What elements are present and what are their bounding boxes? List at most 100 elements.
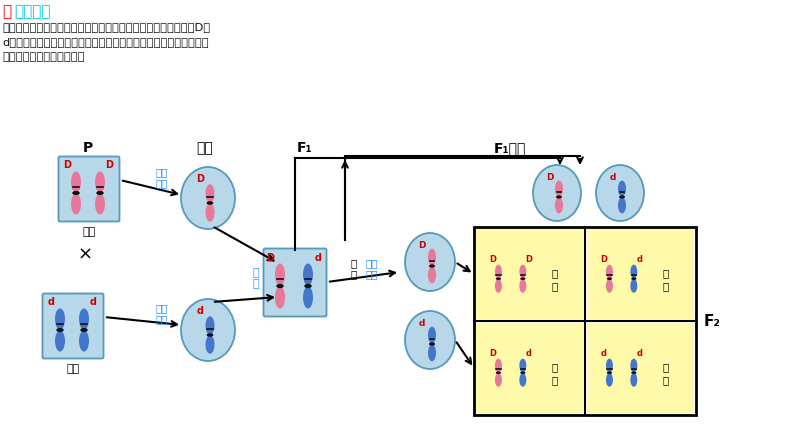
Ellipse shape [275,263,285,286]
Ellipse shape [72,191,79,195]
Text: 矮: 矮 [663,362,669,372]
Text: D: D [526,255,532,264]
Text: 精: 精 [252,279,260,289]
Ellipse shape [71,171,81,193]
Text: d表示），解释孟德尔一对相对性状的杂交实验（图中染色体上的黑: d表示），解释孟德尔一对相对性状的杂交实验（图中染色体上的黑 [2,37,209,47]
Text: D: D [489,255,496,264]
Ellipse shape [495,358,502,372]
Bar [474,227,696,415]
Ellipse shape [275,287,285,308]
Text: d: d [600,349,607,358]
Ellipse shape [79,308,89,329]
Text: 减数: 减数 [366,258,378,268]
Text: 茎: 茎 [663,281,669,291]
Text: P: P [83,141,93,155]
Text: F₂: F₂ [703,313,720,329]
Ellipse shape [429,264,435,268]
Ellipse shape [556,195,562,198]
Ellipse shape [631,277,637,280]
Ellipse shape [618,181,626,197]
Text: d: d [196,306,203,316]
FancyBboxPatch shape [264,249,326,316]
Ellipse shape [429,342,435,346]
Ellipse shape [206,335,214,354]
Text: d: d [314,253,322,263]
Text: d: d [526,349,532,358]
Text: F₁配子: F₁配子 [494,141,526,155]
Ellipse shape [606,358,613,372]
Text: 受: 受 [252,268,260,278]
Text: 高: 高 [351,258,357,268]
Ellipse shape [495,373,502,387]
Ellipse shape [619,195,625,198]
Text: d: d [610,173,616,181]
Text: d: d [637,255,643,264]
Ellipse shape [71,194,81,215]
Ellipse shape [555,197,563,213]
Text: 高: 高 [663,268,669,278]
Text: d: d [637,349,643,358]
Text: 减数: 减数 [156,303,168,313]
Text: ×: × [78,246,93,264]
Ellipse shape [533,165,581,221]
Ellipse shape [181,299,235,361]
Ellipse shape [303,287,313,308]
Ellipse shape [55,330,65,352]
Ellipse shape [495,371,501,374]
Ellipse shape [520,277,526,280]
Text: 茎: 茎 [663,375,669,385]
Ellipse shape [95,171,105,193]
Text: D: D [63,160,71,170]
Ellipse shape [303,263,313,286]
Text: 茎: 茎 [351,269,357,279]
Text: 分裂: 分裂 [156,178,168,188]
Text: 茎: 茎 [552,281,558,291]
Ellipse shape [405,233,455,291]
Bar [587,323,694,413]
Text: d: d [48,297,55,307]
Ellipse shape [606,279,613,293]
Text: 分裂: 分裂 [156,314,168,324]
Ellipse shape [618,197,626,213]
Ellipse shape [607,371,612,374]
Text: D: D [266,253,274,263]
Text: D: D [546,173,553,181]
Text: 思考探究: 思考探究 [14,4,51,19]
Bar [476,229,583,319]
Text: 配子: 配子 [197,141,214,155]
Ellipse shape [405,311,455,369]
Text: d: d [418,319,426,328]
Bar [587,229,694,319]
Ellipse shape [56,328,64,332]
Text: d: d [90,297,97,307]
Text: 色短线代表基因的位置）。: 色短线代表基因的位置）。 [2,52,84,62]
Ellipse shape [206,201,214,205]
Ellipse shape [428,249,436,266]
Ellipse shape [55,308,65,329]
Ellipse shape [495,279,502,293]
Ellipse shape [96,191,104,195]
Text: F₁: F₁ [297,141,313,155]
Ellipse shape [630,279,638,293]
Ellipse shape [519,373,526,387]
Ellipse shape [631,371,637,374]
Text: 减数: 减数 [156,167,168,177]
Text: D: D [196,174,204,184]
Text: 茎: 茎 [552,375,558,385]
Text: 矮茎: 矮茎 [67,364,79,374]
Ellipse shape [555,181,563,197]
Ellipse shape [80,328,88,332]
Ellipse shape [630,358,638,372]
Ellipse shape [606,373,613,387]
Ellipse shape [428,344,436,361]
Ellipse shape [206,333,214,337]
Ellipse shape [206,203,214,222]
Text: 【: 【 [2,4,11,19]
Ellipse shape [181,167,235,229]
Text: D: D [418,240,426,249]
FancyBboxPatch shape [59,156,120,222]
Text: D: D [600,255,607,264]
Text: 高: 高 [552,268,558,278]
Ellipse shape [606,265,613,278]
Ellipse shape [520,371,526,374]
